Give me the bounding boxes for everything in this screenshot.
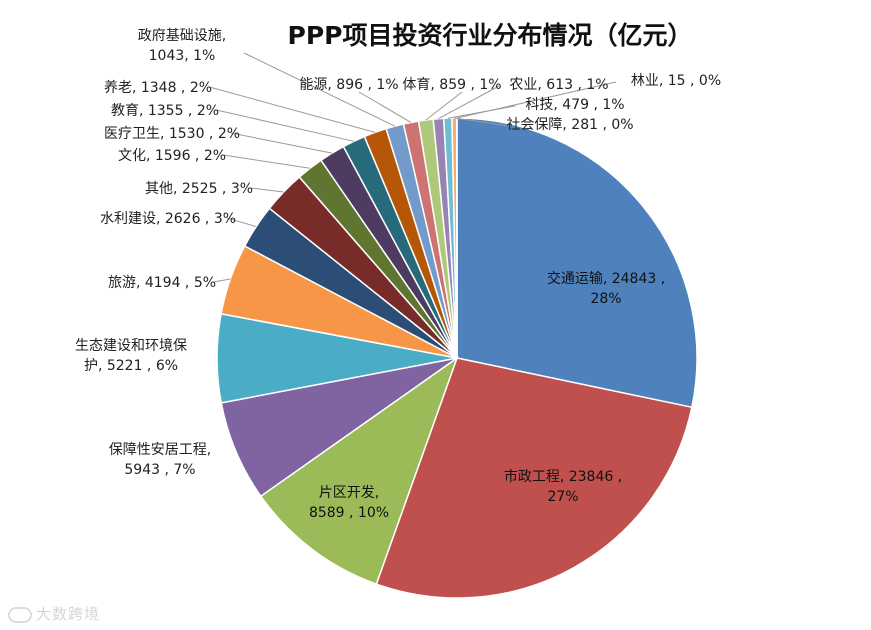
data-label-19: 林业, 15 , 0% (631, 73, 721, 89)
leader-line-15 (425, 91, 463, 121)
data-label-9: 文化, 1596 , 2% (118, 148, 226, 164)
data-label-5: 生态建设和环境保护, 5221 , 6% (75, 338, 187, 374)
pie-slice-1 (456, 117, 698, 409)
data-label-8: 其他, 2525 , 3% (145, 181, 253, 197)
chart-title: PPP项目投资行业分布情况（亿元） (288, 21, 693, 50)
data-label-12: 养老, 1348 , 2% (104, 80, 212, 96)
watermark: 大数跨境 (8, 603, 100, 624)
data-labels: 交通运输, 24843 , 28% 市政工程, 23846 , 27% 片区开发, 858… (75, 27, 721, 521)
leader-line-16 (438, 85, 500, 120)
leader-line-11 (216, 109, 354, 142)
data-label-7: 水利建设, 2626 , 3% (100, 211, 236, 227)
data-label-10: 医疗卫生, 1530 , 2% (104, 126, 240, 142)
pie-slices (216, 117, 698, 599)
leader-line-13 (243, 52, 396, 127)
pie-slice-3 (259, 356, 459, 586)
data-label-3: 片区开发, 8589 , 10% (309, 485, 389, 521)
leader-lines (209, 52, 617, 283)
leader-line-19 (456, 81, 617, 119)
leader-line-12 (209, 86, 376, 133)
leader-line-9 (223, 154, 310, 169)
leader-line-14 (358, 91, 412, 123)
data-label-4: 保障性安居工程, 5943 , 7% (109, 442, 211, 478)
pie-slice-2 (375, 357, 693, 599)
data-label-2: 市政工程, 23846 , 27% (504, 468, 622, 505)
data-label-14: 能源, 896 , 1% (299, 77, 398, 93)
data-label-16: 农业, 613 , 1% (509, 77, 608, 93)
data-label-11: 教育, 1355 , 2% (111, 103, 219, 119)
leader-line-10 (230, 132, 333, 154)
data-label-13: 政府基础设施, 1043, 1% (138, 27, 226, 64)
data-label-15: 体育, 859 , 1% (402, 77, 501, 93)
data-label-17: 科技, 479 , 1% (525, 97, 624, 113)
watermark-text: 大数跨境 (36, 605, 101, 623)
data-label-18: 社会保障, 281 , 0% (506, 117, 633, 133)
leader-line-8 (250, 187, 284, 193)
leader-line-18 (454, 117, 511, 127)
watermark-logo-icon (8, 606, 32, 623)
leader-line-7 (226, 217, 257, 228)
data-label-1: 交通运输, 24843 , 28% (547, 270, 665, 307)
leader-line-6 (213, 278, 231, 283)
data-label-6: 旅游, 4194 , 5% (108, 275, 216, 291)
